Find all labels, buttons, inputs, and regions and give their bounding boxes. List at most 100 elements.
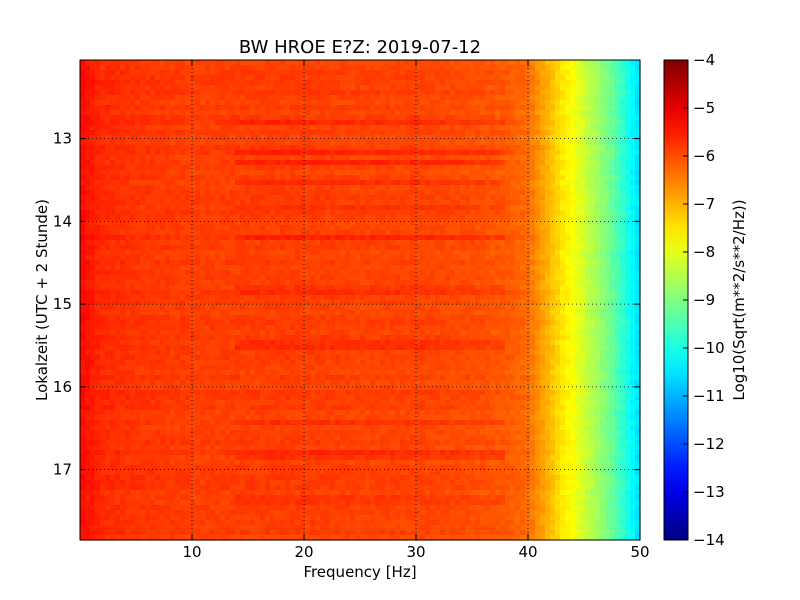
heatmap-cell <box>300 240 306 246</box>
heatmap-cell <box>200 250 206 256</box>
heatmap-cell <box>315 135 321 141</box>
heatmap-cell <box>445 120 451 126</box>
heatmap-cell <box>400 135 406 141</box>
heatmap-cell <box>445 235 451 241</box>
heatmap-cell <box>425 240 431 246</box>
heatmap-cell <box>635 65 641 71</box>
heatmap-cell <box>405 270 411 276</box>
heatmap-cell <box>100 180 106 186</box>
heatmap-cell <box>305 140 311 146</box>
heatmap-cell <box>330 200 336 206</box>
heatmap-cell <box>630 195 636 201</box>
heatmap-cell <box>220 185 226 191</box>
heatmap-cell <box>595 260 601 266</box>
heatmap-cell <box>400 160 406 166</box>
heatmap-cell <box>275 150 281 156</box>
heatmap-cell <box>320 200 326 206</box>
heatmap-cell <box>80 270 86 276</box>
heatmap-cell <box>125 140 131 146</box>
heatmap-cell <box>150 95 156 101</box>
heatmap-cell <box>430 120 436 126</box>
heatmap-cell <box>255 210 261 216</box>
heatmap-cell <box>535 235 541 241</box>
heatmap-cell <box>470 200 476 206</box>
heatmap-cell <box>625 200 631 206</box>
heatmap-cell <box>365 120 371 126</box>
heatmap-cell <box>370 175 376 181</box>
heatmap-cell <box>270 80 276 86</box>
heatmap-cell <box>140 155 146 161</box>
heatmap-cell <box>160 110 166 116</box>
heatmap-cell <box>285 135 291 141</box>
heatmap-cell <box>420 115 426 121</box>
heatmap-cell <box>445 250 451 256</box>
heatmap-cell <box>245 260 251 266</box>
heatmap-cell <box>335 175 341 181</box>
heatmap-cell <box>630 240 636 246</box>
heatmap-cell <box>340 245 346 251</box>
heatmap-cell <box>415 260 421 266</box>
heatmap-cell <box>135 235 141 241</box>
heatmap-cell <box>330 205 336 211</box>
heatmap-cell <box>520 140 526 146</box>
heatmap-cell <box>375 150 381 156</box>
heatmap-cell <box>555 140 561 146</box>
heatmap-cell <box>415 95 421 101</box>
heatmap-cell <box>635 60 641 66</box>
heatmap-cell <box>245 240 251 246</box>
heatmap-cell <box>460 220 466 226</box>
heatmap-cell <box>445 70 451 76</box>
heatmap-cell <box>195 70 201 76</box>
heatmap-cell <box>225 175 231 181</box>
heatmap-cell <box>535 95 541 101</box>
heatmap-cell <box>365 195 371 201</box>
heatmap-cell <box>390 80 396 86</box>
heatmap-cell <box>410 170 416 176</box>
heatmap-cell <box>425 60 431 66</box>
heatmap-cell <box>520 85 526 91</box>
heatmap-cell <box>370 205 376 211</box>
heatmap-cell <box>505 110 511 116</box>
heatmap-cell <box>260 200 266 206</box>
heatmap-cell <box>595 130 601 136</box>
heatmap-cell <box>440 95 446 101</box>
heatmap-cell <box>390 160 396 166</box>
heatmap-cell <box>535 225 541 231</box>
heatmap-cell <box>305 155 311 161</box>
heatmap-cell <box>490 65 496 71</box>
heatmap-cell <box>420 275 426 281</box>
heatmap-cell <box>550 75 556 81</box>
heatmap-cell <box>605 245 611 251</box>
heatmap-cell <box>135 240 141 246</box>
heatmap-cell <box>195 165 201 171</box>
heatmap-cell <box>290 280 296 286</box>
heatmap-cell <box>605 165 611 171</box>
heatmap-cell <box>430 125 436 131</box>
heatmap-cell <box>590 115 596 121</box>
heatmap-cell <box>530 275 536 281</box>
heatmap-cell <box>470 180 476 186</box>
heatmap-cell <box>580 130 586 136</box>
heatmap-cell <box>320 170 326 176</box>
heatmap-cell <box>585 180 591 186</box>
heatmap-cell <box>280 215 286 221</box>
heatmap-cell <box>465 90 471 96</box>
heatmap-cell <box>200 60 206 66</box>
heatmap-cell <box>510 205 516 211</box>
heatmap-cell <box>145 240 151 246</box>
heatmap-cell <box>285 85 291 91</box>
heatmap-cell <box>90 75 96 81</box>
heatmap-cell <box>195 220 201 226</box>
heatmap-cell <box>375 205 381 211</box>
heatmap-cell <box>335 145 341 151</box>
heatmap-cell <box>100 165 106 171</box>
heatmap-cell <box>595 100 601 106</box>
heatmap-cell <box>145 205 151 211</box>
heatmap-cell <box>570 135 576 141</box>
heatmap-cell <box>340 205 346 211</box>
heatmap-cell <box>115 105 121 111</box>
heatmap-cell <box>390 100 396 106</box>
heatmap-cell <box>220 105 226 111</box>
heatmap-cell <box>610 220 616 226</box>
heatmap-cell <box>450 110 456 116</box>
